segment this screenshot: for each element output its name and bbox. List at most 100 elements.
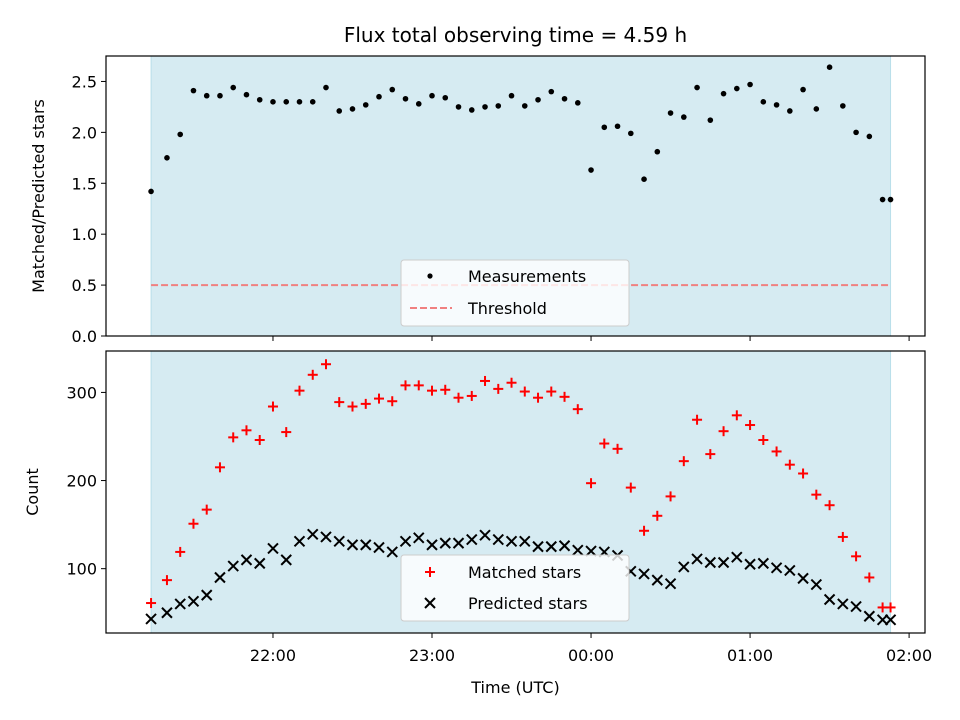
measurement-point (495, 103, 502, 109)
bottom-y-tick-label: 300 (66, 383, 97, 402)
matched-star-point (851, 551, 862, 562)
measurement-point (508, 92, 515, 99)
count-points (145, 359, 897, 626)
predicted-star-point (704, 556, 717, 569)
matched-star-point (625, 482, 636, 493)
bottom-legend: Matched stars Predicted stars (400, 554, 630, 622)
matched-star-point (413, 380, 424, 391)
matched-star-point (519, 386, 530, 397)
measurement-point (309, 99, 316, 105)
matched-star-point (572, 404, 583, 415)
predicted-star-point (863, 610, 876, 622)
top-y-tick-label: 0.5 (72, 276, 97, 295)
measurement-point (574, 100, 581, 106)
measurement-point (853, 129, 859, 136)
measurement-point (654, 148, 661, 155)
legend-threshold-label: Threshold (467, 299, 547, 318)
measurement-point (323, 84, 329, 91)
matched-star-point (718, 426, 729, 437)
predicted-star-point (797, 572, 809, 585)
matched-star-point (281, 427, 292, 438)
matched-star-point (254, 435, 265, 446)
measurement-point (482, 104, 488, 110)
matched-star-point (228, 432, 239, 443)
legend-predicted-marker (424, 597, 436, 609)
matched-star-point (612, 443, 623, 454)
matched-star-point (188, 518, 199, 529)
predicted-star-point (678, 561, 690, 573)
predicted-star-point (386, 546, 398, 558)
measurement-point (455, 104, 462, 110)
predicted-star-point (452, 537, 465, 549)
matched-star-point (374, 393, 384, 404)
matched-star-point (427, 385, 438, 396)
predicted-star-point (757, 557, 770, 570)
measurement-point (177, 131, 184, 138)
measurement-point (376, 93, 382, 100)
x-tick-label: 01:00 (727, 646, 773, 665)
predicted-star-point (320, 531, 332, 543)
predicted-star-point (744, 558, 756, 570)
matched-star-point (771, 446, 782, 457)
predicted-star-point (240, 554, 253, 566)
top-y-axis-label: Matched/Predicted stars (29, 99, 48, 293)
legend-plus (425, 567, 435, 577)
predicted-star-point (161, 607, 173, 619)
measurement-point (813, 106, 820, 112)
predicted-star-point (884, 614, 897, 626)
predicted-star-point (214, 571, 226, 584)
top-legend: Measurements Threshold (400, 259, 630, 327)
matched-star-point (320, 359, 331, 370)
matched-star-point (334, 397, 345, 408)
predicted-star-point (280, 554, 292, 566)
matched-star-point (652, 510, 663, 521)
matched-star-point (480, 375, 491, 386)
x-tick-label: 23:00 (409, 646, 455, 665)
predicted-star-point (466, 533, 478, 546)
matched-star-point (453, 392, 464, 403)
predicted-star-point (307, 528, 319, 541)
predicted-star-point (558, 540, 571, 552)
top-y-tick-label: 1.0 (72, 225, 97, 244)
measurement-point (588, 167, 594, 173)
predicted-star-point (850, 600, 862, 613)
measurement-point (296, 99, 303, 105)
top-panel: 0.0 0.5 1.0 1.5 2.0 2.5 Flux total observing … (29, 23, 926, 346)
measurement-point (734, 85, 740, 92)
predicted-star-point (413, 532, 425, 544)
chart-title: Flux total observing time = 4.59 h (344, 23, 687, 47)
predicted-star-point (399, 535, 412, 548)
predicted-star-point (293, 535, 306, 548)
measurement-point (148, 188, 154, 195)
measurement-point (840, 103, 846, 109)
predicted-star-point (492, 533, 504, 546)
measurement-point (429, 92, 435, 99)
x-axis-label: Time (UTC) (470, 678, 559, 697)
top-y-tick-label: 1.5 (72, 174, 97, 193)
x-tick-label: 00:00 (568, 646, 614, 665)
predicted-star-point (784, 564, 796, 577)
measurement-point (243, 91, 250, 98)
predicted-star-point (227, 560, 239, 572)
predicted-star-point (664, 577, 677, 590)
measurement-point (349, 106, 356, 112)
matched-star-point (811, 489, 822, 500)
measurement-point (217, 92, 223, 99)
measurement-point (561, 95, 568, 102)
predicted-star-point (823, 593, 836, 606)
measurement-point (535, 96, 541, 103)
predicted-star-point (439, 537, 451, 549)
predicted-star-point (717, 556, 730, 569)
matched-star-point (731, 410, 742, 421)
matched-star-point (546, 386, 557, 397)
measurement-point (826, 64, 833, 70)
predicted-star-point (691, 553, 703, 565)
matched-star-point (837, 531, 848, 542)
matched-star-point (692, 414, 703, 425)
measurement-point (442, 94, 449, 101)
matched-star-point (387, 396, 398, 407)
measurement-point (203, 92, 210, 99)
measurement-point (468, 107, 475, 113)
matched-star-point (678, 456, 689, 467)
matched-star-point (798, 468, 809, 479)
